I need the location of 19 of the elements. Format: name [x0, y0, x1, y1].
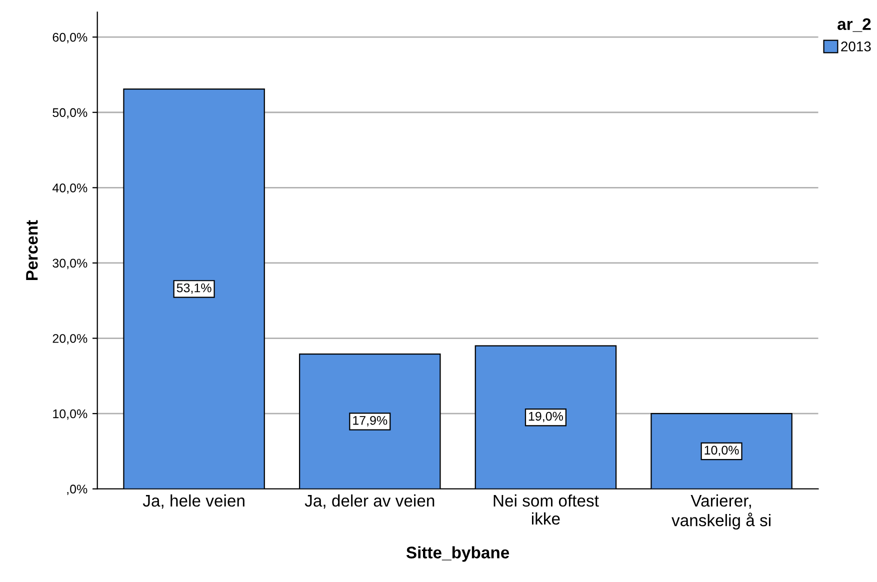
- y-tick-label: 20,0%: [52, 334, 88, 344]
- y-tick-label: 50,0%: [52, 108, 88, 118]
- x-axis-title: Sitte_bybane: [406, 546, 510, 562]
- y-tick-label: 40,0%: [52, 183, 88, 194]
- x-tick-label: Ja, hele veien: [142, 494, 244, 509]
- legend-title: ar_2: [838, 18, 871, 32]
- data-label: 17,9%: [353, 416, 388, 426]
- data-label: 19,0%: [528, 412, 563, 422]
- y-tick-label: 60,0%: [52, 32, 88, 44]
- x-tick-label: Ja, deler av veien: [304, 494, 434, 509]
- y-tick-label: 10,0%: [53, 409, 88, 420]
- x-tick-label: Varierer, vanskelig å si: [672, 494, 770, 530]
- data-label: 10,0%: [704, 446, 739, 456]
- x-tick-label: Nei som oftest ikke: [494, 494, 599, 525]
- legend-label: 2013: [841, 42, 871, 52]
- y-axis-title: Percent: [26, 220, 38, 280]
- y-tick-label: ,0%: [67, 484, 88, 496]
- data-label: 53,1%: [176, 283, 212, 294]
- y-tick-label: 30,0%: [52, 258, 88, 270]
